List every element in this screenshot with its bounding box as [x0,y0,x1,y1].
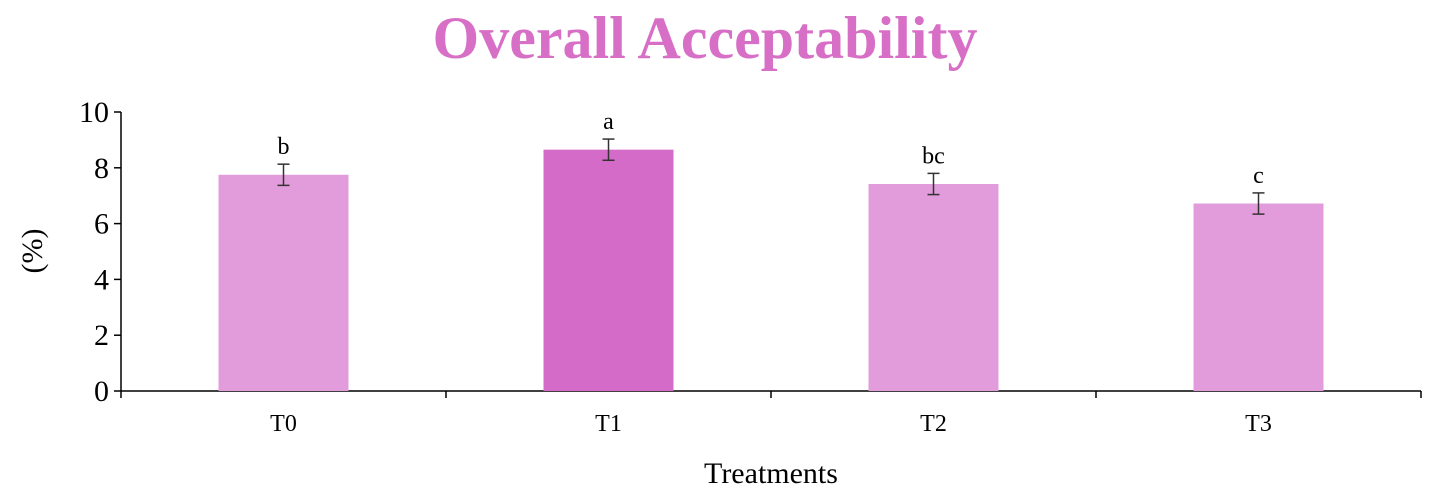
x-tick-label-t1: T1 [595,411,622,437]
x-tick-label-t0: T0 [270,411,297,437]
y-tick-label: 8 [94,152,109,185]
significance-label-t1: a [603,109,614,135]
significance-labels: b a bc c [278,109,1264,189]
y-tick-label: 10 [79,96,109,129]
chart-title: Overall Acceptability [433,5,978,71]
y-tick-label: 4 [94,263,109,296]
x-tick-label-t3: T3 [1245,411,1272,437]
bar-t0 [218,174,349,391]
y-ticks: 0 2 4 6 8 10 [79,96,121,408]
significance-label-t2: bc [922,143,945,169]
x-tick-label-t2: T2 [920,411,947,437]
x-ticks: T0 T1 T2 T3 [120,391,1422,437]
significance-label-t0: b [278,134,290,160]
y-tick-label: 2 [94,319,109,352]
x-axis-label: Treatments [704,457,838,490]
error-bars [277,138,1265,215]
bar-t2 [868,183,999,391]
y-axis-label: (%) [16,229,49,274]
bar-t3 [1193,203,1324,391]
bars [218,149,1324,391]
significance-label-t3: c [1253,163,1264,189]
bar-t1 [543,149,674,391]
y-tick-label: 6 [94,208,109,241]
y-tick-label: 0 [94,375,109,408]
